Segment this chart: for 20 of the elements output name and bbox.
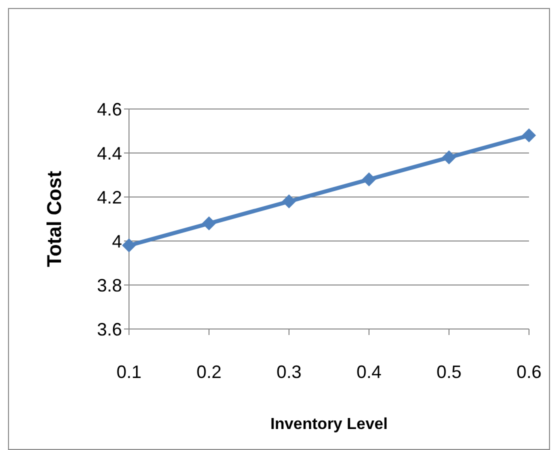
point [522, 128, 536, 142]
x-tick-label: 0.3 [276, 362, 302, 382]
y-tick-label: 4.6 [96, 99, 122, 120]
x-tick-label: 0.4 [356, 362, 382, 382]
y-tick-label: 3.8 [96, 275, 122, 296]
x-tick-label: 0.2 [196, 362, 222, 382]
x-axis-title: Inventory Level [270, 416, 388, 433]
y-axis-title: Total Cost [44, 170, 66, 268]
point [442, 150, 456, 164]
point [202, 216, 216, 230]
x-tick-label: 0.6 [516, 362, 542, 382]
y-tick-label: 4 [112, 231, 122, 252]
point [362, 172, 376, 186]
x-tick-label: 0.5 [436, 362, 462, 382]
y-tick-label: 4.2 [96, 187, 122, 208]
y-tick-label: 3.6 [96, 319, 122, 340]
x-tick-label: 0.1 [116, 362, 142, 382]
point [122, 238, 136, 252]
point [282, 194, 296, 208]
y-tick-label: 4.4 [96, 143, 122, 164]
